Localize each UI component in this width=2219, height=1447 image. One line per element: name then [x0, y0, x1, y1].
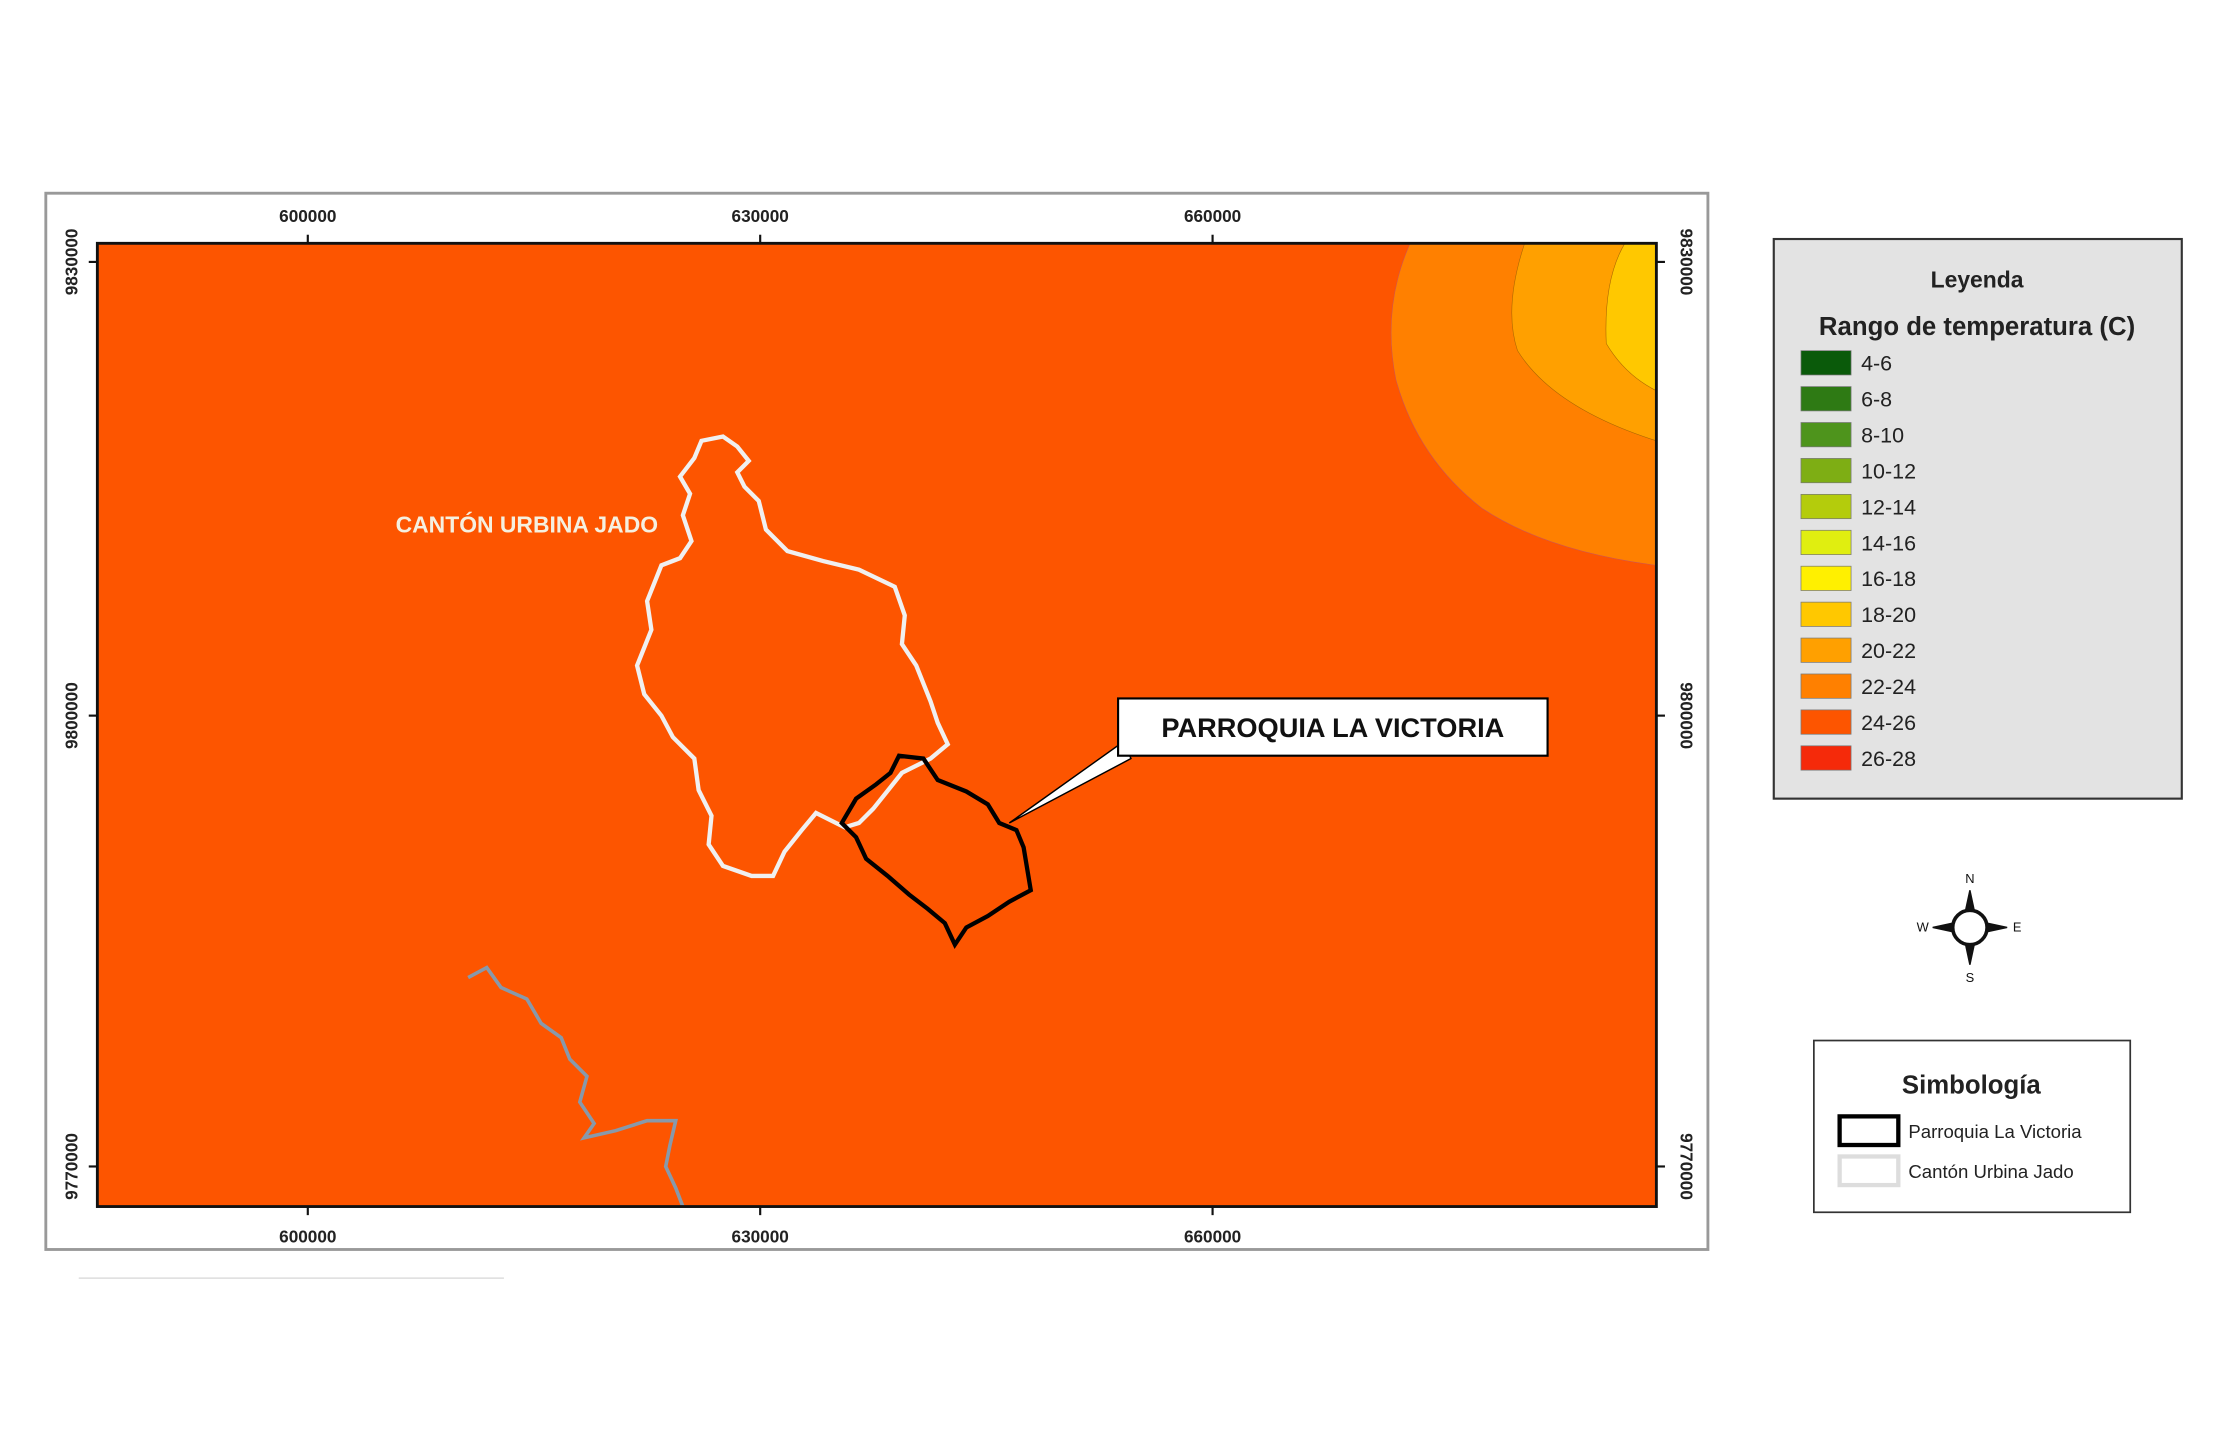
x-tick-bottom-600000: 600000 [279, 1226, 336, 1246]
compass-s: S [1966, 970, 1975, 985]
north-arrow-compass-icon: N S W E [1917, 871, 2022, 985]
canton-label: CANTÓN URBINA JADO [396, 511, 658, 537]
legend-item-label: 20-22 [1861, 639, 1916, 663]
legend-item-label: 12-14 [1861, 495, 1916, 519]
legend-swatch [1800, 709, 1852, 735]
symbol-canton [1837, 1154, 1901, 1188]
temperature-legend: Leyenda Rango de temperatura (C) 4-6 6-8 8… [1772, 237, 2183, 800]
legend-item-label: 22-24 [1861, 675, 1916, 699]
symbol-canton-label: Cantón Urbina Jado [1908, 1161, 2073, 1182]
legend-swatch [1800, 386, 1852, 412]
zone-18-20 [1605, 243, 1657, 392]
legend-item-label: 4-6 [1861, 352, 1892, 376]
legend-item-label: 14-16 [1861, 531, 1916, 555]
y-tick-right-9770000: 9770000 [1677, 1133, 1697, 1200]
legend-item-label: 16-18 [1861, 567, 1916, 591]
x-tick-bottom-660000: 660000 [1184, 1226, 1241, 1246]
legend-item-label: 26-28 [1861, 747, 1916, 771]
legend-item-label: 8-10 [1861, 424, 1904, 448]
legend-swatch [1800, 601, 1852, 627]
y-tick-right-9800000: 9800000 [1677, 682, 1697, 749]
symbol-parroquia-label: Parroquia La Victoria [1908, 1121, 2082, 1142]
legend-swatch [1800, 422, 1852, 448]
y-tick-left-9770000: 9770000 [61, 1133, 81, 1200]
map-neatline [95, 241, 1658, 1208]
canton-urbina-jado-boundary [634, 434, 951, 879]
compass-e: E [2013, 920, 2022, 935]
compass-n: N [1965, 871, 1974, 886]
legend-swatch [1800, 637, 1852, 663]
y-tick-left-9800000: 9800000 [61, 682, 81, 749]
x-tick-bottom-630000: 630000 [732, 1226, 789, 1246]
tick-marks [88, 234, 1665, 1216]
legend-title: Leyenda [1931, 267, 2024, 293]
legend-item-label: 18-20 [1861, 603, 1916, 627]
symbology-title: Simbología [1902, 1071, 2041, 1099]
legend-item-label: 10-12 [1861, 459, 1916, 483]
x-tick-top-600000: 600000 [279, 206, 336, 226]
legend-item-label: 6-8 [1861, 388, 1892, 412]
legend-subtitle: Rango de temperatura (C) [1819, 313, 2135, 341]
legend-swatch [1800, 565, 1852, 591]
legend-swatch [1800, 493, 1852, 520]
x-tick-top-630000: 630000 [732, 206, 789, 226]
x-tick-top-660000: 660000 [1184, 206, 1241, 226]
y-tick-right-9830000: 9830000 [1677, 229, 1697, 296]
symbology-legend: Simbología Parroquia La Victoria Cantón … [1812, 1039, 2132, 1214]
river-line [467, 965, 685, 1208]
legend-swatch [1800, 529, 1852, 555]
callout-box [1117, 697, 1549, 757]
legend-item-label: 24-26 [1861, 711, 1916, 735]
callout-label: PARROQUIA LA VICTORIA [1161, 712, 1504, 743]
legend-swatch [1800, 458, 1852, 484]
y-tick-left-9830000: 9830000 [61, 229, 81, 296]
compass-w: W [1917, 920, 1930, 935]
legend-swatch [1800, 350, 1852, 376]
temperature-zones [1390, 243, 1657, 566]
symbol-parroquia [1837, 1114, 1901, 1148]
legend-swatch [1800, 673, 1852, 699]
parroquia-la-victoria-boundary [839, 753, 1034, 949]
legend-swatch [1800, 745, 1852, 771]
